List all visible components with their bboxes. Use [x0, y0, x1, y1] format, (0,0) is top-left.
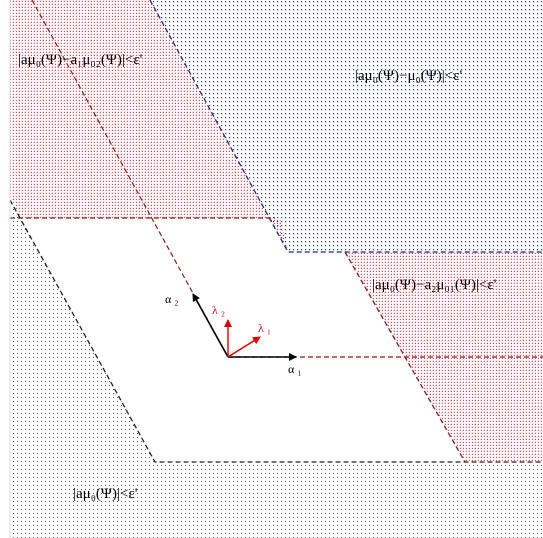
region-label-bottom: |aμ₀(Ψ)|<ε'	[73, 486, 138, 502]
region-label-top-left: |aμ₀(Ψ)−a₁μ₀₂(Ψ)|<ε'	[18, 52, 143, 68]
blue-boundary-line	[149, 0, 543, 253]
lambda1-arrow	[227, 336, 261, 358]
lambda2-label: λ ₂	[212, 303, 225, 317]
alpha2-label: α ₂	[165, 292, 178, 306]
region-label-top-right: |aμ₀(Ψ)−μ₀(Ψ)|<ε'	[355, 68, 463, 84]
alpha1-label: α ₁	[288, 362, 301, 376]
top-right-blue-region	[150, 0, 543, 252]
lambda1-label: λ ₁	[258, 321, 271, 335]
alpha2-arrow	[192, 293, 229, 358]
region-label-right: |aμ₀(Ψ)−a₂μ₀₁(Ψ)|<ε'	[372, 277, 497, 293]
black-boundary-line	[9, 199, 543, 463]
top-left-red-region	[10, 0, 288, 252]
bottom-black-region	[10, 200, 543, 538]
